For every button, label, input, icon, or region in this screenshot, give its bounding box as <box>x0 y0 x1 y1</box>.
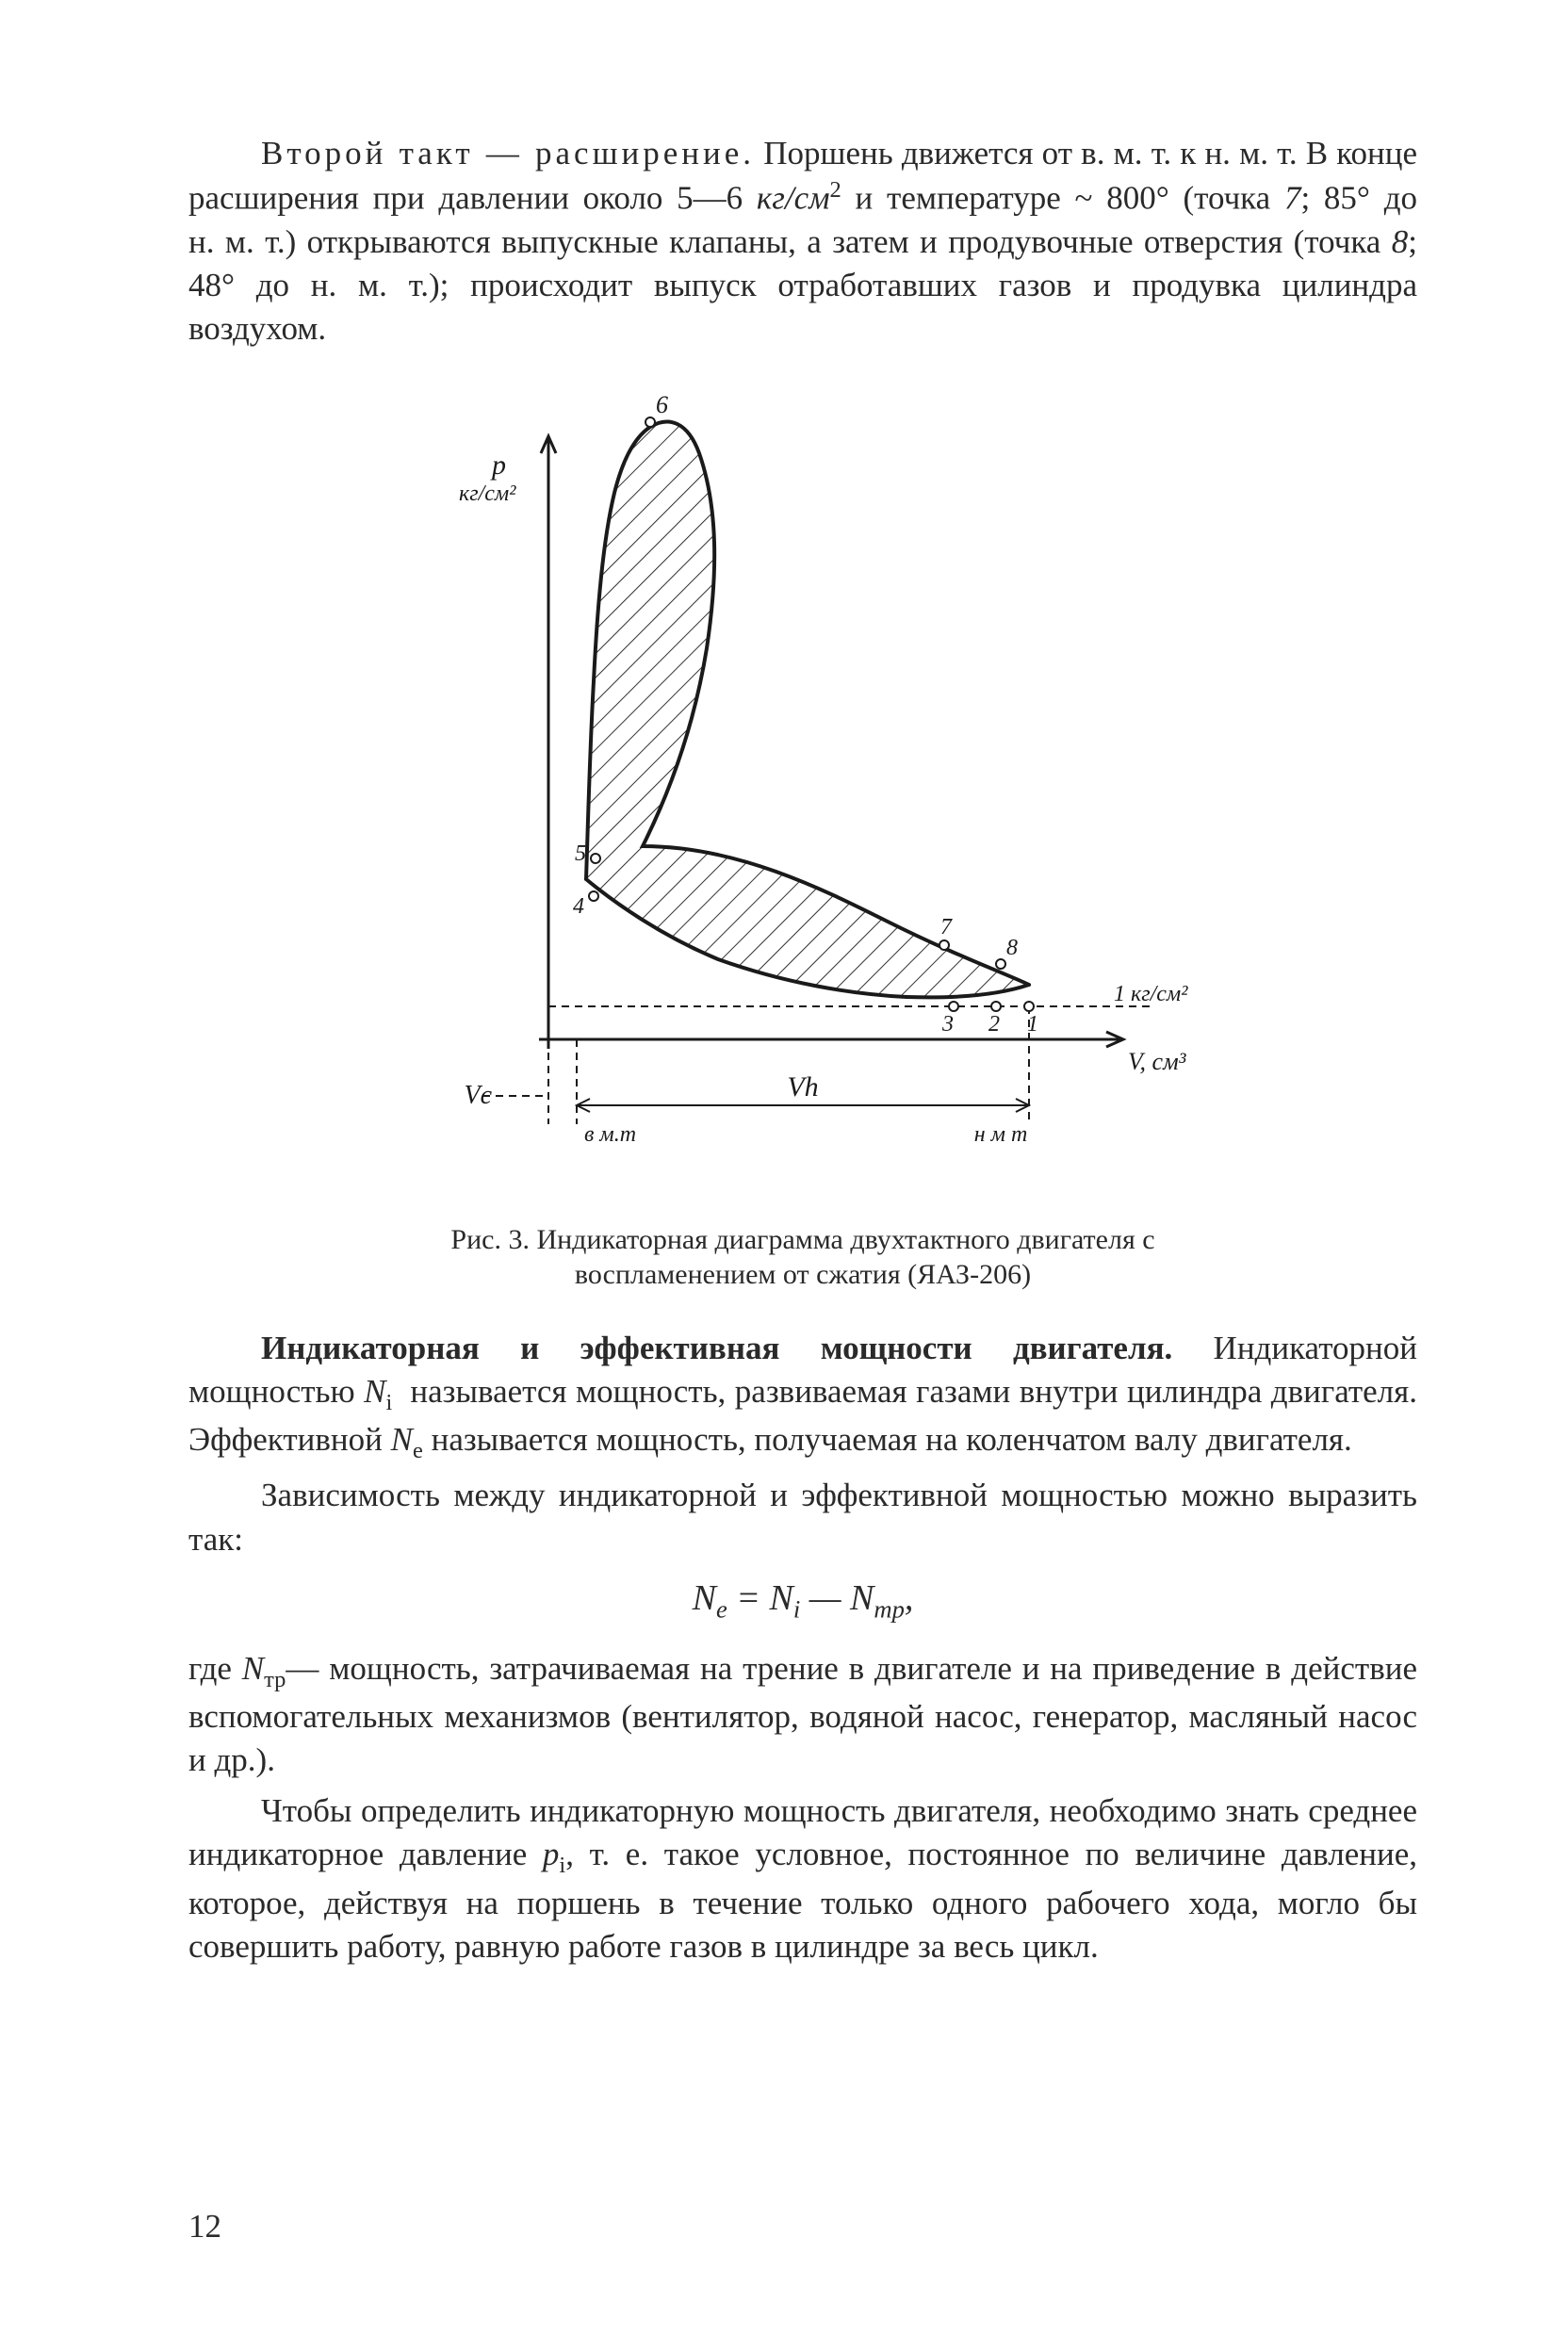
svg-text:V, см³: V, см³ <box>1128 1048 1187 1075</box>
svg-text:5: 5 <box>575 841 586 866</box>
figure-caption: Рис. 3. Индикаторная диаграмма двухтактн… <box>379 1222 1227 1293</box>
svg-text:8: 8 <box>1006 936 1018 960</box>
svg-text:7: 7 <box>940 915 953 939</box>
svg-text:3: 3 <box>941 1012 954 1037</box>
svg-text:1: 1 <box>1027 1012 1038 1037</box>
svg-text:в м.т: в м.т <box>584 1122 636 1147</box>
paragraph-4: где Nтр— мощность, затрачиваемая на трен… <box>188 1647 1417 1783</box>
paragraph-3: Зависимость между индикаторной и эффекти… <box>188 1474 1417 1560</box>
svg-text:6: 6 <box>656 391 668 418</box>
formula-ne: Ne = Ni — Nтр, <box>188 1575 1417 1626</box>
svg-text:Vc: Vc <box>464 1081 492 1110</box>
pv-diagram-svg: pкг/см² V, см³ 1 кг/см² Vc Vh в м.т н м т 6 5 4 7 8… <box>341 380 1265 1209</box>
svg-text:Vh: Vh <box>787 1071 818 1102</box>
paragraph-2: Индикаторная и эффективная мощности двиг… <box>188 1327 1417 1467</box>
svg-text:2: 2 <box>988 1012 1000 1037</box>
svg-text:н м т: н м т <box>974 1122 1028 1147</box>
paragraph-1: Второй такт — расширение. Поршень движет… <box>188 132 1417 351</box>
figure-3: pкг/см² V, см³ 1 кг/см² Vc Vh в м.т н м т 6 5 4 7 8… <box>188 380 1417 1293</box>
svg-text:1 кг/см²: 1 кг/см² <box>1114 982 1188 1006</box>
page: Второй такт — расширение. Поршень движет… <box>0 0 1568 2352</box>
svg-text:кг/см²: кг/см² <box>459 482 516 506</box>
svg-text:p: p <box>490 449 506 481</box>
svg-text:4: 4 <box>573 894 584 919</box>
paragraph-5: Чтобы определить индикаторную мощность д… <box>188 1789 1417 1968</box>
page-number: 12 <box>188 2205 221 2248</box>
